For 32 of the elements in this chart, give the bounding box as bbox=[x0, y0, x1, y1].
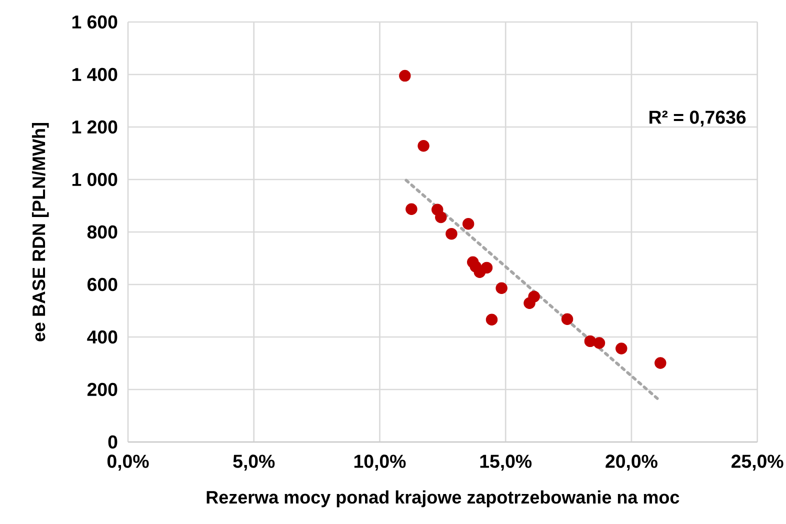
x-tick-label: 5,0% bbox=[233, 454, 275, 471]
x-tick-label: 20,0% bbox=[606, 454, 658, 471]
point bbox=[654, 357, 666, 369]
point bbox=[480, 262, 493, 274]
y-tick-label: 1 400 bbox=[72, 68, 118, 82]
point bbox=[593, 337, 606, 349]
point bbox=[418, 140, 430, 152]
y-tick-label: 1 000 bbox=[72, 172, 118, 186]
x-tick-label: 10,0% bbox=[354, 454, 406, 471]
y-axis-title: ee BASE RDN [PLN/MWh] bbox=[32, 123, 49, 342]
x-axis-title: Rezerwa mocy ponad krajowe zapotrzebowanie na moc bbox=[206, 490, 680, 508]
point bbox=[561, 313, 574, 326]
y-tick-label: 600 bbox=[88, 278, 118, 292]
y-tick-label: 800 bbox=[87, 225, 118, 239]
point bbox=[616, 342, 628, 354]
point bbox=[486, 314, 498, 326]
point bbox=[496, 282, 508, 294]
y-tick-label: 400 bbox=[87, 330, 118, 344]
x-tick-label: 0,0% bbox=[107, 454, 149, 471]
y-tick-label: 1 200 bbox=[72, 120, 118, 134]
point bbox=[406, 203, 418, 216]
annotation: R² = 0,7636 bbox=[650, 110, 746, 127]
point bbox=[446, 228, 458, 240]
point bbox=[462, 218, 474, 230]
point bbox=[399, 70, 411, 82]
point bbox=[435, 211, 447, 224]
y-tick-label: 200 bbox=[87, 382, 118, 396]
point bbox=[528, 290, 540, 302]
y-tick-label: 0 bbox=[108, 435, 118, 449]
x-tick-label: 15,0% bbox=[480, 454, 532, 471]
x-tick-label: 25,0% bbox=[732, 454, 784, 471]
y-tick-label: 1 600 bbox=[72, 15, 118, 29]
